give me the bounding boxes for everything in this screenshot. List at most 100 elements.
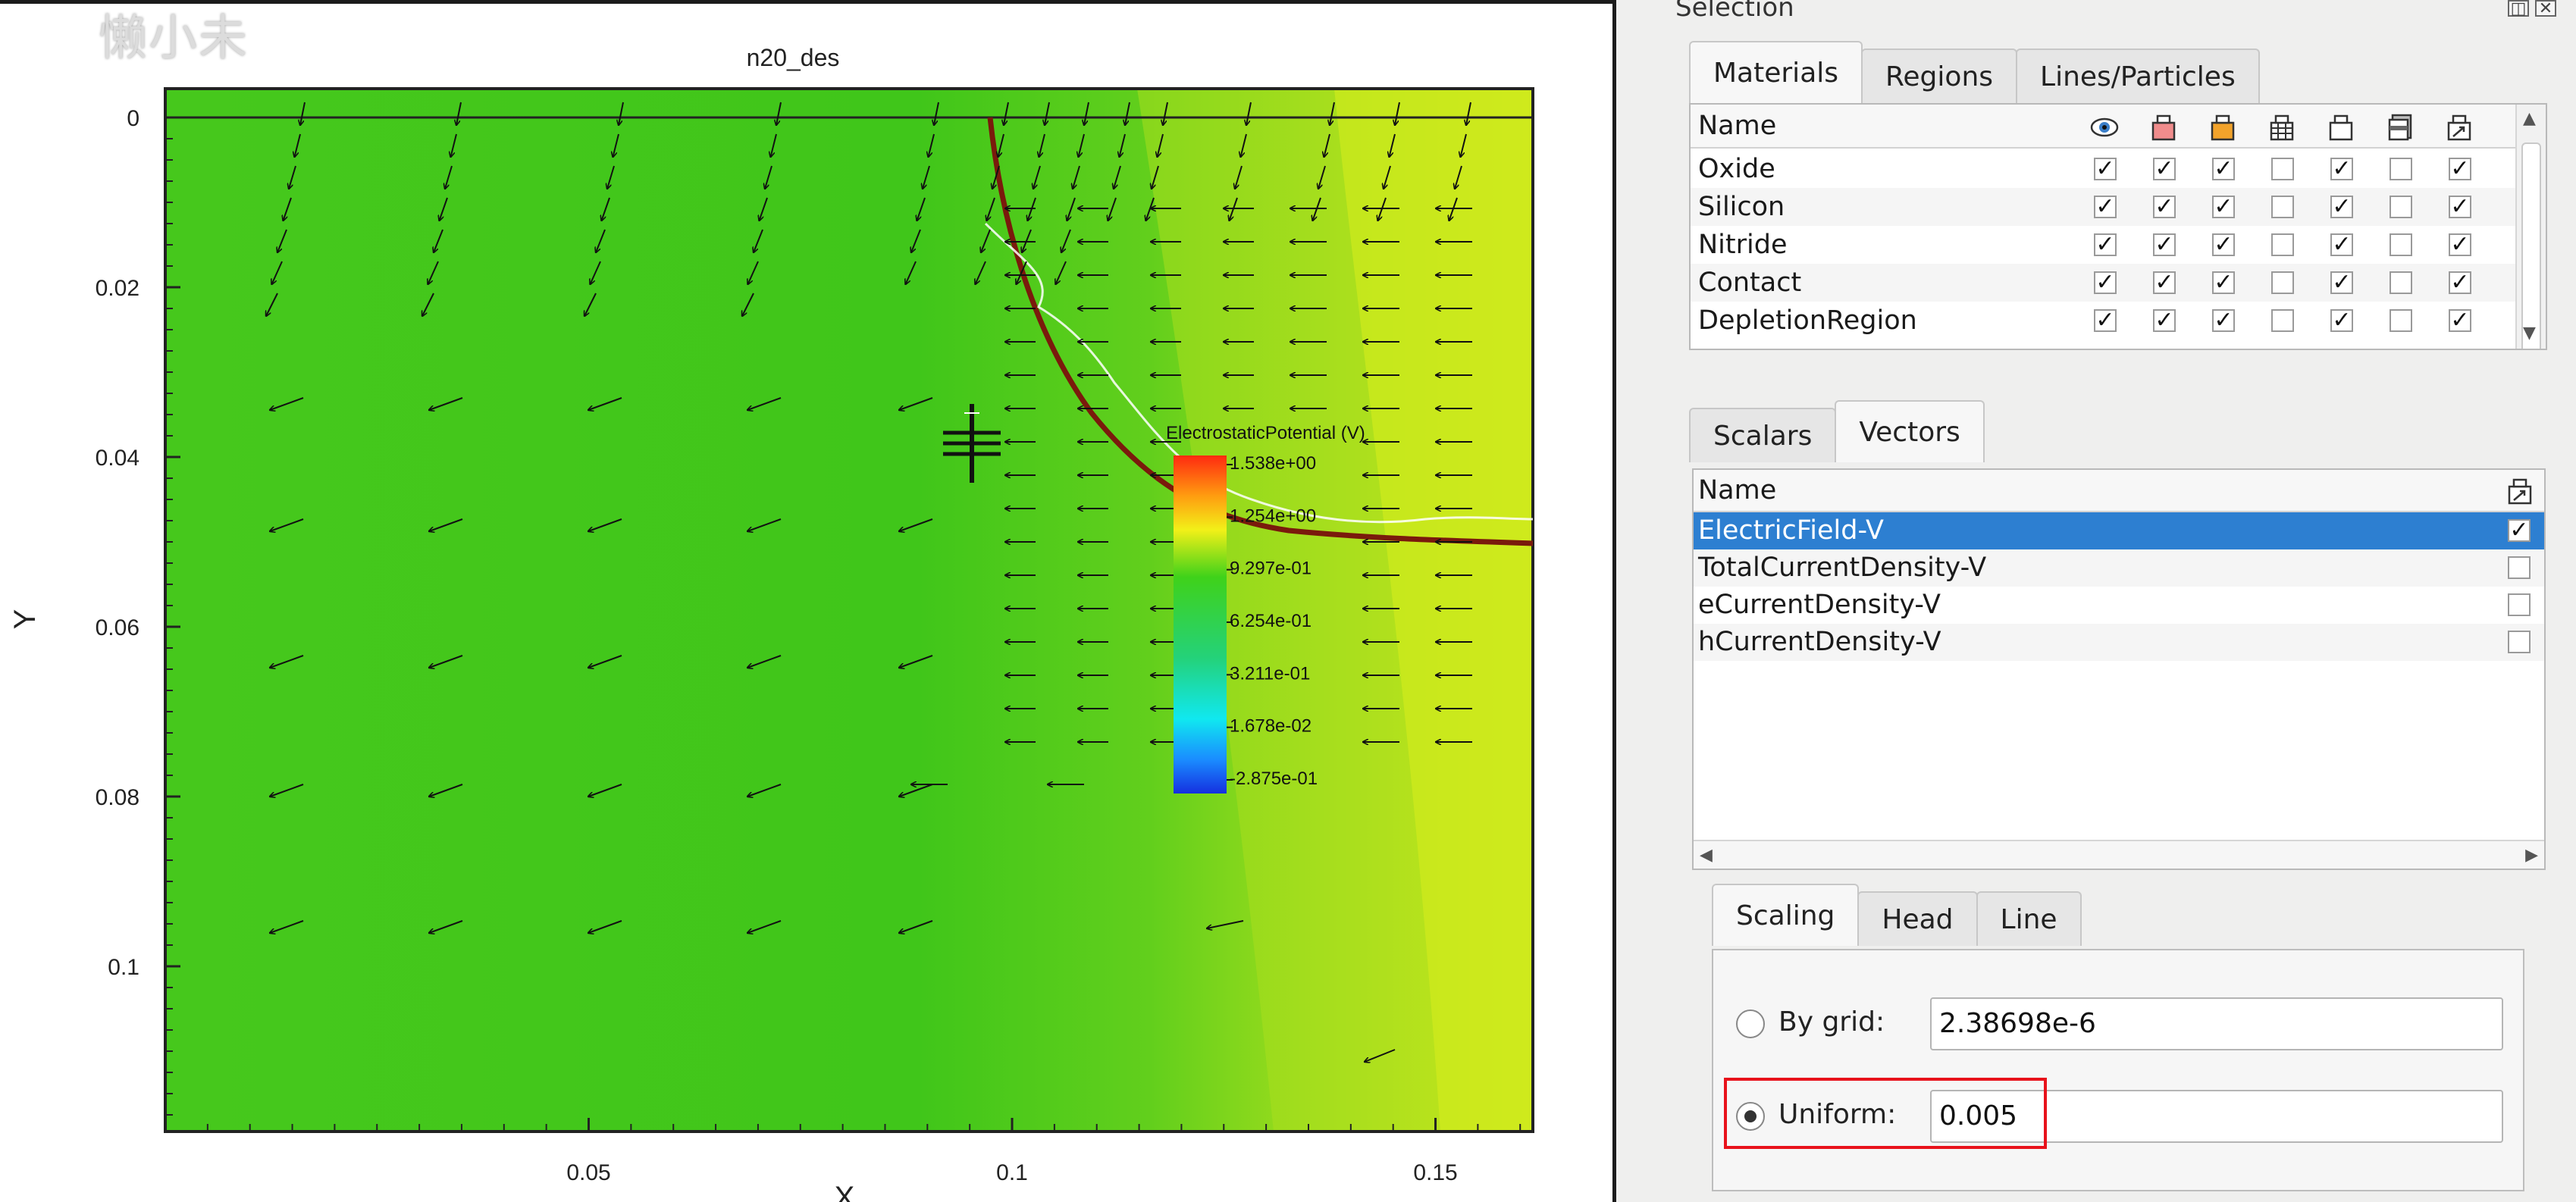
vector-name: ElectricField-V — [1698, 515, 1884, 546]
tab-vectors[interactable]: Vectors — [1835, 400, 1985, 462]
material-row[interactable]: Contact ✓ ✓ ✓ ✓ ✓ — [1691, 264, 2517, 302]
material-checkbox[interactable]: ✓ — [2212, 309, 2235, 332]
field-arrow — [584, 293, 597, 316]
material-checkbox[interactable]: ✓ — [2449, 196, 2471, 218]
material-checkbox[interactable]: ✓ — [2212, 196, 2235, 218]
material-checkbox[interactable]: ✓ — [2212, 271, 2235, 294]
scroll-down-icon[interactable]: ▼ — [2523, 324, 2536, 343]
material-row[interactable]: Nitride ✓ ✓ ✓ ✓ ✓ — [1691, 226, 2517, 264]
tab-lines-particles[interactable]: Lines/Particles — [2016, 49, 2260, 103]
plot-view[interactable]: 0.05 0.1 0.15 0 0.02 0.04 0.06 0.08 0.1 Electros… — [0, 0, 1616, 1202]
field-arrow — [429, 655, 463, 668]
material-checkbox[interactable] — [2390, 196, 2412, 218]
tab-regions[interactable]: Regions — [1861, 49, 2018, 103]
material-checkbox[interactable] — [2271, 271, 2294, 294]
material-checkbox[interactable] — [2271, 309, 2294, 332]
by-grid-radio[interactable] — [1736, 1009, 1765, 1038]
material-checkbox[interactable]: ✓ — [2153, 271, 2176, 294]
field-arrow — [1004, 102, 1009, 125]
material-checkbox[interactable]: ✓ — [2330, 309, 2353, 332]
material-checkbox[interactable]: ✓ — [2153, 233, 2176, 256]
material-checkbox[interactable]: ✓ — [2212, 233, 2235, 256]
scroll-right-icon[interactable]: ▶ — [2525, 846, 2538, 865]
field-arrow — [588, 920, 622, 933]
field-arrow — [1125, 102, 1130, 125]
field-arrow — [591, 261, 601, 284]
outline-box-icon[interactable] — [2326, 112, 2356, 142]
vector-field-plot[interactable]: 0.05 0.1 0.15 0 0.02 0.04 0.06 0.08 0.1 Electros… — [0, 4, 1616, 1202]
depletion-edge-line — [984, 222, 1534, 524]
by-grid-label: By grid: — [1778, 1006, 1885, 1038]
materials-scrollbar[interactable]: ▲ ▼ — [2515, 105, 2546, 349]
field-arrow — [445, 165, 453, 189]
y-tick-label: 0 — [127, 106, 139, 131]
vector-checkbox[interactable] — [2508, 593, 2531, 616]
material-checkbox[interactable] — [2390, 271, 2412, 294]
red-box-icon[interactable] — [2148, 112, 2179, 142]
field-arrow — [1318, 165, 1326, 189]
material-checkbox[interactable]: ✓ — [2094, 309, 2117, 332]
vector-row[interactable]: hCurrentDensity-V — [1694, 624, 2544, 661]
field-arrow — [1455, 165, 1462, 189]
uniform-input[interactable]: 0.005 — [1930, 1090, 2503, 1143]
layered-box-icon[interactable] — [2385, 112, 2415, 142]
material-checkbox[interactable]: ✓ — [2094, 271, 2117, 294]
vector-checkbox[interactable] — [2508, 631, 2531, 653]
material-checkbox[interactable]: ✓ — [2094, 196, 2117, 218]
material-checkbox[interactable]: ✓ — [2330, 196, 2353, 218]
vector-box-icon[interactable] — [2505, 476, 2535, 506]
selection-panel: Selection ◫ ✕ Materials Regions Lines/Pa… — [1616, 0, 2576, 1202]
by-grid-input[interactable]: 2.38698e-6 — [1930, 997, 2503, 1050]
tab-materials[interactable]: Materials — [1689, 41, 1863, 103]
material-row[interactable]: DepletionRegion ✓ ✓ ✓ ✓ ✓ — [1691, 302, 2517, 340]
scrollbar-thumb[interactable] — [2521, 142, 2541, 349]
material-checkbox[interactable]: ✓ — [2094, 233, 2117, 256]
field-arrow — [923, 165, 930, 189]
material-checkbox[interactable] — [2271, 158, 2294, 180]
scroll-left-icon[interactable]: ◀ — [1700, 846, 1713, 865]
vector-row[interactable]: ElectricField-V ✓ — [1694, 512, 2544, 549]
eye-icon[interactable] — [2089, 112, 2120, 142]
material-checkbox[interactable]: ✓ — [2449, 158, 2471, 180]
field-band — [1334, 89, 1533, 1132]
material-checkbox[interactable] — [2271, 233, 2294, 256]
material-checkbox[interactable]: ✓ — [2153, 158, 2176, 180]
scroll-up-icon[interactable]: ▲ — [2523, 109, 2536, 128]
field-arrow — [760, 197, 768, 221]
uniform-radio[interactable] — [1736, 1102, 1765, 1131]
data-tabbar: Scalars Vectors — [1689, 400, 1985, 462]
close-icon[interactable]: ✕ — [2535, 0, 2556, 17]
material-checkbox[interactable]: ✓ — [2153, 309, 2176, 332]
material-checkbox[interactable]: ✓ — [2330, 271, 2353, 294]
restore-icon[interactable]: ◫ — [2508, 0, 2529, 17]
material-checkbox[interactable]: ✓ — [2212, 158, 2235, 180]
vectors-horizontal-scrollbar[interactable]: ◀ ▶ — [1694, 840, 2544, 869]
material-checkbox[interactable]: ✓ — [2449, 233, 2471, 256]
material-checkbox[interactable]: ✓ — [2330, 233, 2353, 256]
mesh-box-icon[interactable] — [2267, 112, 2297, 142]
material-checkbox[interactable]: ✓ — [2449, 271, 2471, 294]
material-checkbox[interactable]: ✓ — [2153, 196, 2176, 218]
material-row[interactable]: Silicon ✓ ✓ ✓ ✓ ✓ — [1691, 188, 2517, 226]
material-checkbox[interactable] — [2390, 233, 2412, 256]
orange-box-icon[interactable] — [2208, 112, 2238, 142]
material-checkbox[interactable]: ✓ — [2330, 158, 2353, 180]
tab-scaling[interactable]: Scaling — [1712, 884, 1860, 946]
material-row[interactable]: Oxide ✓ ✓ ✓ ✓ ✓ — [1691, 150, 2517, 188]
vector-box-icon[interactable] — [2444, 112, 2474, 142]
field-arrow — [1324, 133, 1330, 157]
vector-checkbox[interactable] — [2508, 556, 2531, 579]
vector-row[interactable]: TotalCurrentDensity-V — [1694, 549, 2544, 587]
vector-checkbox[interactable]: ✓ — [2508, 519, 2531, 542]
material-checkbox[interactable]: ✓ — [2094, 158, 2117, 180]
material-checkbox[interactable]: ✓ — [2449, 309, 2471, 332]
field-arrow — [998, 133, 1004, 157]
material-checkbox[interactable] — [2271, 196, 2294, 218]
material-checkbox[interactable] — [2390, 158, 2412, 180]
vector-row[interactable]: eCurrentDensity-V — [1694, 587, 2544, 624]
y-tick-label: 0.08 — [96, 785, 139, 810]
tab-head[interactable]: Head — [1857, 891, 1978, 946]
tab-line[interactable]: Line — [1976, 891, 2082, 946]
material-checkbox[interactable] — [2390, 309, 2412, 332]
tab-scalars[interactable]: Scalars — [1689, 408, 1837, 462]
